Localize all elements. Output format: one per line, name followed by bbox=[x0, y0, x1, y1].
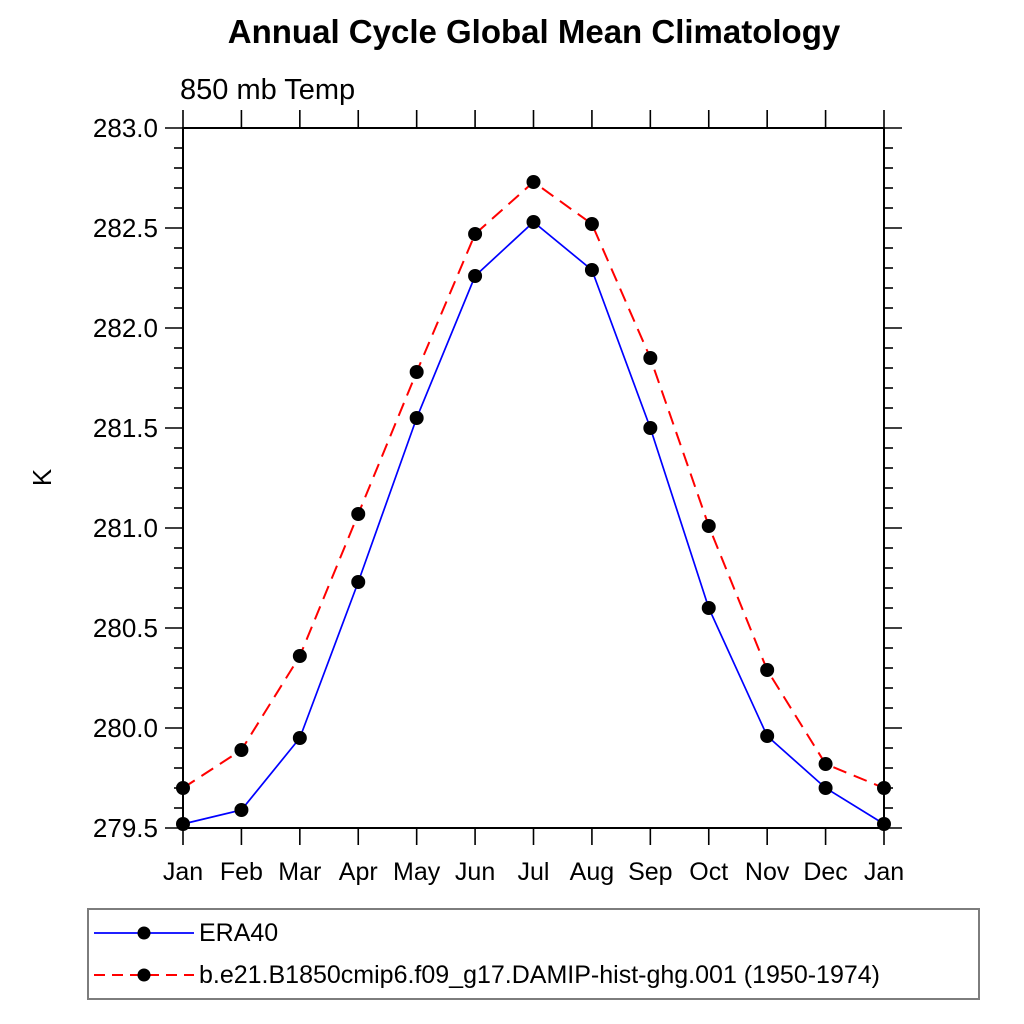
x-tick-label: Feb bbox=[220, 858, 263, 886]
model-marker-icon bbox=[137, 968, 151, 982]
series-model bbox=[176, 175, 891, 795]
data-point-marker bbox=[468, 227, 483, 241]
y-tick-label: 279.5 bbox=[93, 813, 158, 843]
data-point-marker bbox=[526, 215, 541, 229]
data-point-marker bbox=[877, 781, 891, 795]
data-point-marker bbox=[584, 263, 599, 277]
x-tick-label: Mar bbox=[278, 858, 321, 886]
x-tick-label: Jul bbox=[518, 858, 550, 886]
y-tick-label: 281.0 bbox=[93, 513, 158, 543]
data-point-marker bbox=[292, 649, 307, 663]
data-point-marker bbox=[176, 817, 190, 831]
data-point-marker bbox=[292, 731, 307, 745]
data-point-marker bbox=[468, 269, 483, 283]
series-line bbox=[182, 180, 885, 789]
y-tick-label: 282.0 bbox=[93, 313, 158, 343]
era40-marker-icon bbox=[137, 926, 151, 940]
data-point-marker bbox=[818, 781, 833, 795]
data-point-marker bbox=[818, 757, 833, 771]
data-point-marker bbox=[351, 575, 366, 589]
legend-item-model: b.e21.B1850cmip6.f09_g17.DAMIP-hist-ghg.… bbox=[91, 954, 978, 996]
y-tick-label: 281.5 bbox=[93, 413, 158, 443]
plot-frame bbox=[182, 127, 885, 829]
x-tick-label: Jun bbox=[455, 858, 495, 886]
data-point-marker bbox=[643, 421, 658, 435]
y-tick-label: 283.0 bbox=[93, 113, 158, 143]
data-point-marker bbox=[526, 175, 541, 189]
era40-line-swatch bbox=[94, 926, 194, 940]
x-tick-label: May bbox=[393, 858, 441, 886]
data-point-marker bbox=[701, 519, 716, 533]
model-line-swatch bbox=[94, 968, 194, 982]
data-point-marker bbox=[176, 781, 190, 795]
x-tick-label: Sep bbox=[628, 858, 672, 886]
x-tick-label: Dec bbox=[803, 858, 847, 886]
tick-labels: Jan Feb Mar Apr May Jun Jul Aug Sep Oct Nov Dec Jan2… bbox=[93, 113, 904, 886]
x-tick-label: Apr bbox=[339, 858, 378, 886]
chart-title: Annual Cycle Global Mean Climatology bbox=[227, 13, 841, 50]
data-point-marker bbox=[584, 217, 599, 231]
legend-label-era40: ERA40 bbox=[199, 918, 279, 947]
x-tick-label: Nov bbox=[745, 858, 790, 886]
x-tick-label: Oct bbox=[689, 858, 728, 886]
x-tick-label: Aug bbox=[570, 858, 614, 886]
data-point-marker bbox=[409, 411, 424, 425]
data-point-marker bbox=[877, 817, 891, 831]
data-point-marker bbox=[760, 729, 775, 743]
chart-subtitle: 850 mb Temp bbox=[180, 74, 356, 106]
data-point-marker bbox=[701, 601, 716, 615]
data-point-marker bbox=[351, 507, 366, 521]
series-era40 bbox=[176, 215, 891, 831]
x-tick-label: Jan bbox=[163, 858, 203, 886]
data-point-marker bbox=[760, 663, 775, 677]
legend-box: ERA40 b.e21.B1850cmip6.f09_g17.DAMIP-his… bbox=[87, 908, 980, 1000]
legend-item-era40: ERA40 bbox=[91, 912, 978, 954]
data-point-marker bbox=[643, 351, 658, 365]
x-tick-label: Jan bbox=[864, 858, 904, 886]
data-point-marker bbox=[234, 803, 249, 817]
series-line bbox=[182, 220, 885, 825]
axes bbox=[165, 110, 902, 845]
y-tick-label: 280.5 bbox=[93, 613, 158, 643]
legend-label-model: b.e21.B1850cmip6.f09_g17.DAMIP-hist-ghg.… bbox=[199, 960, 880, 989]
y-tick-label: 280.0 bbox=[93, 713, 158, 743]
y-tick-label: 282.5 bbox=[93, 213, 158, 243]
data-point-marker bbox=[409, 365, 424, 379]
data-point-marker bbox=[234, 743, 249, 757]
